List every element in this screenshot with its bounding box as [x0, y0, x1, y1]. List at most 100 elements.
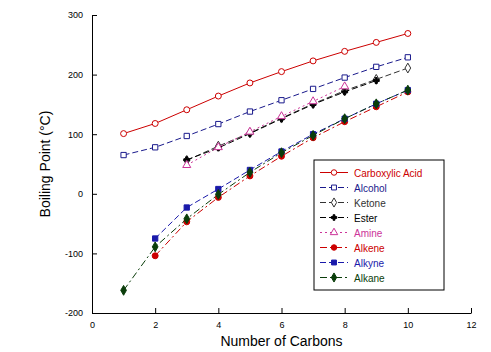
marker-group: [215, 189, 221, 199]
marker: [121, 131, 127, 137]
series: [121, 30, 411, 136]
legend-box: [314, 160, 444, 290]
marker: [216, 121, 221, 126]
x-tick: 2: [153, 308, 158, 330]
marker: [184, 107, 190, 113]
marker-group: [247, 167, 253, 177]
y-tick: 300: [68, 10, 97, 20]
x-tick-mark: [471, 308, 472, 313]
marker: [215, 189, 221, 199]
y-tick: 200: [68, 70, 97, 80]
marker: [214, 143, 222, 150]
marker: [246, 127, 254, 134]
legend-marker-group: [331, 198, 336, 207]
marker-group: [184, 133, 189, 138]
marker: [342, 75, 347, 80]
marker: [152, 253, 158, 259]
marker: [310, 58, 316, 64]
legend-marker: [332, 260, 337, 265]
marker: [373, 78, 379, 84]
marker-group: [153, 145, 158, 150]
marker: [153, 145, 158, 150]
x-tick-label: 6: [279, 320, 284, 330]
legend-marker-group: [331, 273, 336, 282]
marker-group: [279, 98, 284, 103]
y-tick-label: 0: [78, 189, 83, 199]
legend-label: Amine: [354, 228, 383, 239]
x-tick-mark: [155, 308, 156, 313]
legend-item: Carboxylic Acid: [320, 168, 422, 179]
marker-group: [279, 148, 285, 158]
x-axis-title: Number of Carbons: [220, 333, 342, 349]
marker-group: [310, 58, 316, 64]
legend: Carboxylic AcidAlcoholKetoneEsterAmineAl…: [314, 160, 444, 290]
x-tick-label: 4: [216, 320, 221, 330]
legend-marker-group: [332, 260, 337, 265]
marker-group: [342, 75, 347, 80]
marker-group: [121, 152, 126, 157]
marker: [215, 93, 221, 99]
legend-item: Alkene: [320, 243, 385, 254]
marker: [184, 205, 189, 210]
marker: [247, 109, 252, 114]
series: [121, 55, 411, 158]
y-tick-label: 300: [68, 10, 83, 20]
y-tick: -100: [65, 249, 97, 259]
marker: [121, 152, 126, 157]
legend-label: Ketone: [354, 198, 386, 209]
marker: [309, 97, 317, 104]
y-tick-label: 100: [68, 130, 83, 140]
series: [183, 82, 349, 168]
series-line: [124, 90, 408, 290]
marker-group: [247, 109, 252, 114]
y-tick-label: 200: [68, 70, 83, 80]
x-tick-mark: [282, 308, 283, 313]
marker: [184, 133, 189, 138]
marker: [405, 85, 411, 95]
y-axis-title: Boiling Point (°C): [37, 111, 53, 218]
y-tick: 100: [68, 130, 97, 140]
legend-item: Alkyne: [320, 258, 384, 269]
marker-group: [405, 63, 411, 73]
marker-group: [152, 242, 158, 252]
y-axis: -200-1000100200300: [65, 10, 97, 318]
marker-group: [310, 130, 316, 140]
marker-group: [184, 214, 190, 224]
marker-group: [373, 99, 379, 109]
marker: [373, 39, 379, 45]
plot-area: 024681012-200-1000100200300Carboxylic Ac…: [65, 10, 477, 330]
marker: [279, 98, 284, 103]
legend-marker: [331, 215, 337, 221]
legend-item: Ester: [320, 213, 378, 224]
chart: 024681012-200-1000100200300Carboxylic Ac…: [0, 0, 491, 352]
marker-group: [373, 78, 379, 84]
y-tick: 0: [78, 189, 97, 199]
marker: [374, 64, 379, 69]
marker-group: [342, 89, 348, 95]
x-tick-label: 0: [90, 320, 95, 330]
marker-group: [247, 80, 253, 86]
legend-marker-group: [331, 215, 337, 221]
marker-group: [374, 64, 379, 69]
legend-marker: [332, 185, 337, 190]
x-axis: 024681012: [90, 308, 477, 330]
legend-label: Carboxylic Acid: [354, 168, 422, 179]
legend-label: Alkyne: [354, 258, 384, 269]
legend-marker-group: [330, 228, 337, 234]
y-tick-mark: [92, 194, 97, 195]
y-tick-mark: [92, 75, 97, 76]
marker: [247, 167, 253, 177]
marker-group: [152, 253, 158, 259]
legend-marker-group: [332, 185, 337, 190]
marker-group: [341, 82, 349, 89]
y-tick-label: -100: [65, 249, 83, 259]
marker-group: [277, 112, 285, 119]
marker-group: [342, 114, 348, 124]
marker: [183, 161, 191, 168]
y-tick-mark: [92, 134, 97, 135]
marker: [341, 82, 349, 89]
x-tick: 4: [216, 308, 221, 330]
marker-group: [214, 143, 222, 150]
y-tick-mark: [92, 253, 97, 254]
marker-group: [373, 74, 379, 84]
